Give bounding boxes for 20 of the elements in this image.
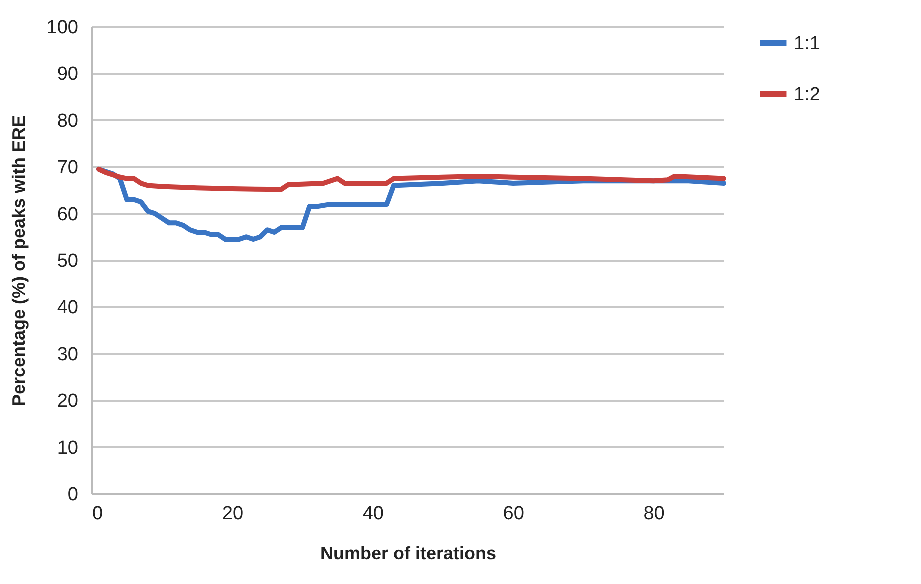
- x-tick-label: 60: [503, 504, 524, 524]
- y-tick-label: 60: [57, 204, 78, 226]
- y-tick-label: 90: [57, 64, 78, 86]
- legend-label: 1:1: [794, 34, 820, 54]
- y-tick-label: 100: [46, 18, 78, 38]
- y-tick-label: 30: [57, 344, 78, 366]
- x-axis-title: Number of iterations: [320, 544, 497, 564]
- y-tick-label: 80: [57, 110, 78, 132]
- y-tick-label: 10: [57, 438, 78, 459]
- x-tick-label: 20: [222, 504, 244, 524]
- x-tick-label: 80: [644, 504, 665, 524]
- y-tick-label: 70: [57, 158, 78, 179]
- y-tick-label: 20: [57, 391, 78, 412]
- x-tick-label: 0: [92, 504, 104, 524]
- y-axis-title: Percentage (%) of peaks with ERE: [8, 115, 29, 407]
- x-tick-label: 40: [362, 504, 384, 524]
- y-tick-label: 50: [57, 251, 78, 272]
- y-tick-label: 40: [57, 298, 78, 319]
- y-tick-label: 0: [68, 484, 78, 506]
- legend-label: 1:2: [794, 84, 820, 106]
